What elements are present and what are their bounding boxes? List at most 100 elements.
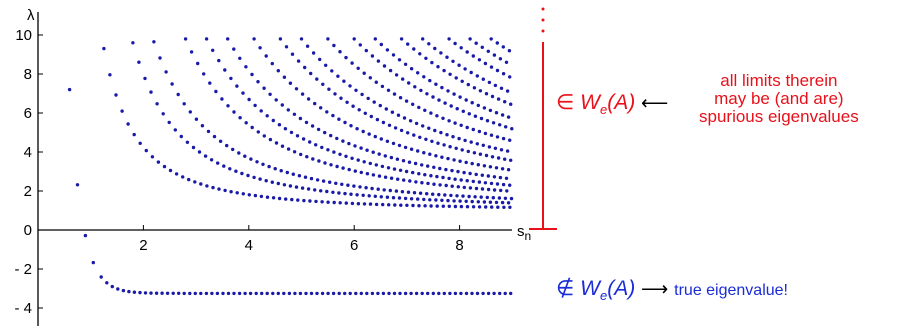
data-point-s1-81	[114, 93, 118, 97]
data-point-s1-83	[126, 122, 130, 126]
data-point-s1-80	[108, 73, 112, 77]
data-point-s9-507	[318, 57, 322, 62]
data-point-s2-165	[240, 171, 244, 176]
data-point-s7-458	[470, 161, 474, 166]
data-point-s15-662	[495, 68, 500, 73]
data-point-s4-277	[226, 104, 230, 108]
data-point-s14-640	[427, 42, 431, 46]
in-essential-range-label: ∈ We(A) ⟵	[556, 90, 668, 117]
data-point-s8-492	[442, 143, 446, 147]
data-point-s1-102	[241, 192, 245, 196]
data-point-s5-331	[247, 97, 251, 102]
data-point-s2-204	[476, 200, 480, 204]
data-point-s12-602	[403, 62, 408, 66]
data-point-s15-658	[471, 54, 475, 58]
data-point-s7-441	[367, 132, 371, 136]
data-point-s4-279	[238, 116, 242, 120]
data-point-s8-471	[315, 77, 319, 81]
data-point-s3-242	[346, 183, 350, 187]
data-point-s3-268	[503, 196, 508, 200]
data-point-s12-601	[397, 58, 402, 62]
data-point-s7-436	[337, 117, 341, 121]
data-point-s9-537	[499, 148, 504, 152]
data-point-s2-180	[331, 190, 335, 194]
data-point-s3-263	[473, 195, 477, 199]
data-point-s14-641	[433, 46, 437, 51]
data-point-s0-39	[293, 291, 297, 296]
data-point-s5-336	[277, 123, 282, 127]
data-point-s8-486	[406, 131, 410, 135]
data-point-s6-407	[420, 163, 424, 167]
data-point-s5-353	[380, 164, 385, 169]
data-point-s4-291	[311, 157, 315, 161]
data-point-s4-310	[426, 181, 430, 186]
data-point-s6-398	[365, 148, 369, 152]
spurious-note-line-2: may be (and are)	[714, 89, 844, 108]
data-point-s11-585	[443, 101, 447, 105]
data-point-s1-84	[132, 132, 136, 137]
data-point-s1-79	[102, 46, 106, 51]
data-point-s15-661	[489, 65, 494, 69]
data-point-s0-24	[210, 291, 214, 296]
data-point-s3-216	[188, 110, 192, 114]
data-point-s7-452	[434, 154, 438, 158]
left-arrow: ⟵	[641, 93, 669, 114]
data-point-s12-600	[391, 53, 396, 57]
data-point-s2-205	[482, 200, 487, 204]
data-point-s1-91	[174, 172, 179, 176]
data-point-s4-272	[196, 61, 200, 66]
data-point-s2-158	[197, 150, 202, 154]
data-point-s4-293	[323, 161, 327, 165]
data-point-s1-142	[484, 205, 488, 209]
data-point-s2-160	[209, 158, 214, 162]
data-point-s14-643	[445, 55, 449, 59]
data-point-s14-642	[439, 51, 443, 55]
data-point-s3-266	[491, 196, 495, 200]
data-point-s0-63	[426, 291, 430, 296]
data-point-s0-13	[149, 291, 153, 295]
data-point-s7-433	[319, 106, 323, 110]
data-point-s12-608	[440, 85, 444, 90]
data-point-s8-489	[424, 137, 428, 141]
data-point-s5-356	[398, 168, 403, 172]
data-point-s6-408	[426, 164, 430, 168]
data-point-s1-108	[277, 196, 282, 201]
element-of-symbol: ∈	[556, 91, 575, 114]
data-point-s12-607	[434, 82, 438, 86]
data-point-s9-532	[469, 140, 473, 144]
data-point-s3-222	[225, 143, 229, 148]
data-point-s4-298	[353, 169, 357, 173]
data-point-s13-625	[430, 60, 434, 65]
data-point-s1-96	[205, 184, 209, 188]
data-point-s8-483	[387, 123, 392, 128]
data-point-s4-304	[389, 176, 394, 180]
data-point-s4-281	[250, 125, 254, 130]
data-point-s2-198	[440, 198, 444, 202]
data-point-s9-534	[481, 143, 485, 147]
data-point-s14-648	[475, 74, 479, 78]
data-point-s14-653	[505, 89, 510, 93]
data-point-s7-429	[294, 87, 299, 91]
data-point-s2-169	[264, 179, 268, 183]
data-point-s2-163	[228, 167, 232, 171]
data-point-s15-663	[501, 72, 506, 76]
data-point-s13-621	[406, 42, 410, 46]
data-point-s4-322	[499, 188, 503, 193]
data-point-s9-535	[487, 145, 492, 149]
data-point-s1-86	[144, 148, 148, 153]
data-point-s6-420	[498, 175, 503, 180]
data-point-s2-186	[367, 194, 371, 198]
data-point-s15-659	[477, 58, 482, 62]
data-point-s5-370	[483, 181, 488, 185]
data-point-s2-195	[422, 197, 426, 202]
data-point-s4-308	[414, 180, 418, 184]
data-point-s0-19	[182, 291, 186, 296]
data-point-s1-114	[314, 199, 318, 204]
data-point-s8-467	[290, 52, 295, 56]
data-point-s1-138	[459, 204, 464, 209]
y-tick-label-2: 6	[24, 105, 32, 122]
data-point-s4-287	[286, 147, 291, 151]
data-point-s6-380	[256, 80, 260, 84]
w-subscript-2: e	[599, 288, 608, 304]
data-point-s14-650	[487, 80, 492, 85]
